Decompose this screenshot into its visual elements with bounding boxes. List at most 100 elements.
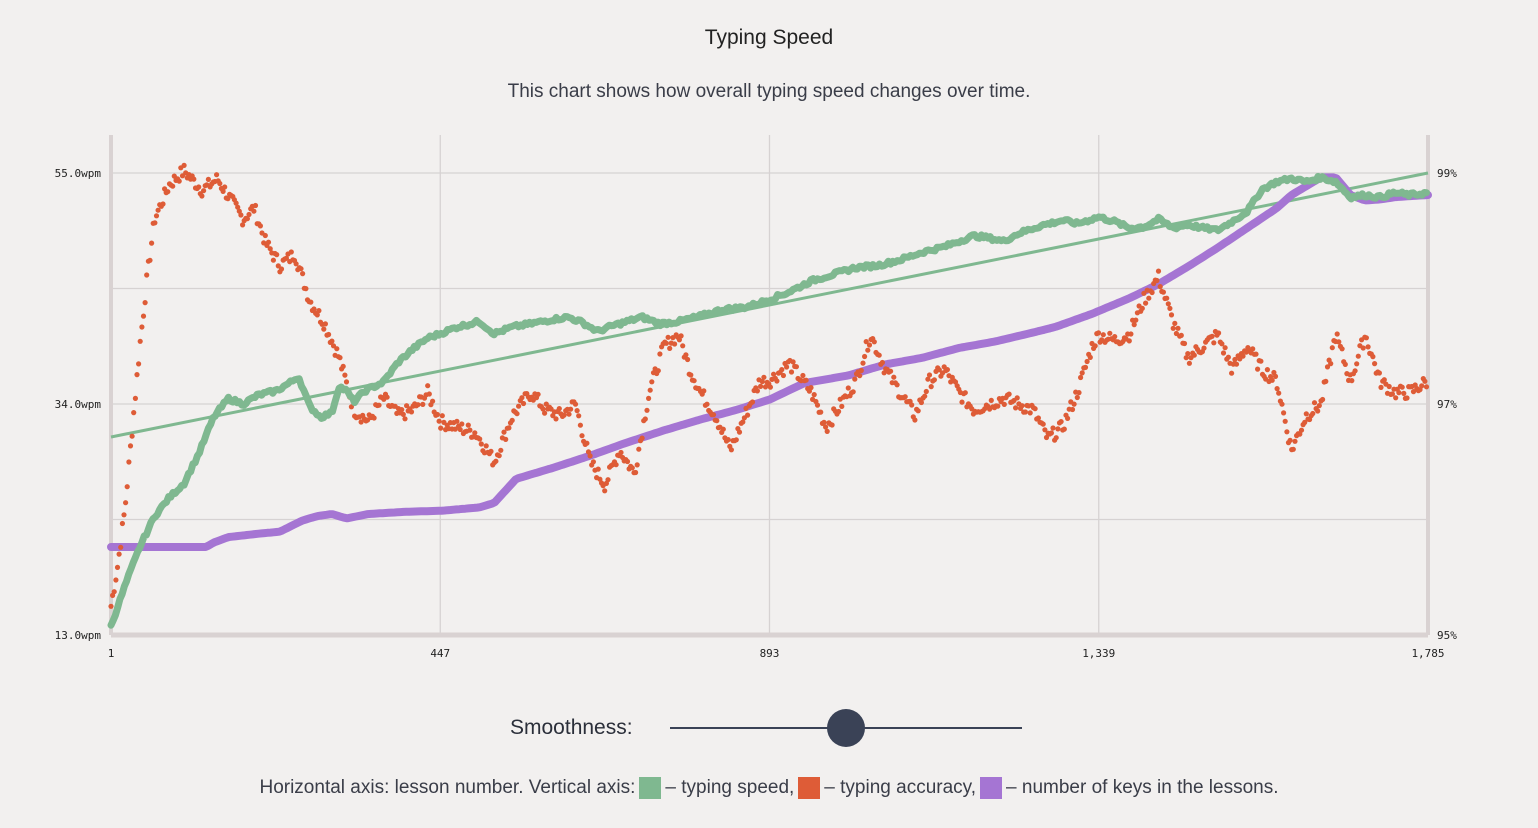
accuracy-point — [1112, 334, 1118, 340]
accuracy-point — [311, 306, 317, 312]
accuracy-point — [225, 196, 231, 202]
accuracy-point — [337, 355, 343, 361]
accuracy-point — [1290, 446, 1296, 452]
accuracy-point — [137, 338, 143, 344]
speed-series-line — [107, 172, 1430, 629]
accuracy-point — [119, 520, 125, 527]
accuracy-point — [1292, 438, 1298, 444]
accuracy-point — [439, 413, 445, 419]
accuracy-point — [1365, 344, 1371, 350]
accuracy-point — [585, 449, 592, 455]
accuracy-point — [477, 436, 483, 442]
accuracy-point — [566, 411, 572, 417]
accuracy-point — [839, 403, 845, 409]
accuracy-point — [852, 376, 858, 382]
accuracy-point — [862, 353, 868, 360]
accuracy-point — [863, 339, 869, 345]
accuracy-point — [824, 428, 830, 434]
accuracy-point — [866, 342, 873, 348]
accuracy-point — [605, 477, 611, 483]
accuracy-point — [865, 347, 871, 353]
accuracy-point — [1006, 391, 1012, 397]
accuracy-point — [1336, 339, 1342, 345]
accuracy-point — [1272, 373, 1279, 379]
accuracy-point — [649, 379, 655, 385]
accuracy-point — [1022, 409, 1028, 415]
accuracy-point — [152, 220, 158, 226]
accuracy-point — [922, 393, 928, 399]
keys-swatch — [980, 777, 1003, 799]
accuracy-point — [1191, 352, 1197, 358]
accuracy-point — [1297, 431, 1303, 437]
accuracy-point — [1422, 378, 1428, 384]
accuracy-point — [121, 512, 127, 518]
accuracy-point — [118, 544, 124, 550]
accuracy-point — [595, 466, 601, 472]
accuracy-point — [931, 377, 938, 383]
accuracy-point — [1164, 295, 1170, 301]
accuracy-point — [683, 352, 689, 358]
accuracy-point — [1269, 377, 1275, 383]
accuracy-point — [1061, 426, 1067, 432]
slider-thumb[interactable] — [827, 709, 865, 747]
accuracy-point — [136, 361, 142, 367]
accuracy-point — [113, 577, 119, 583]
accuracy-point — [425, 383, 431, 389]
accuracy-point — [936, 367, 942, 373]
accuracy-point — [836, 408, 842, 415]
accuracy-point — [1014, 395, 1020, 401]
accuracy-point — [1160, 289, 1166, 295]
accuracy-point — [988, 397, 994, 403]
accuracy-point — [1168, 312, 1175, 318]
accuracy-point — [590, 459, 597, 465]
accuracy-point — [790, 359, 796, 365]
keys-series-line — [107, 173, 1432, 551]
accuracy-point — [740, 419, 746, 425]
accuracy-point — [745, 412, 751, 418]
accuracy-point — [402, 416, 408, 422]
accuracy-point — [633, 469, 639, 476]
accuracy-point — [577, 422, 584, 428]
accuracy-point — [426, 391, 432, 397]
accuracy-point — [655, 368, 661, 374]
accuracy-point — [1071, 401, 1077, 407]
accuracy-point — [1264, 367, 1270, 373]
smoothness-slider[interactable] — [670, 708, 1022, 748]
accuracy-point — [688, 372, 694, 378]
y-right-tick-label: 95% — [1437, 629, 1457, 642]
accuracy-point — [814, 402, 821, 408]
accuracy-point — [303, 286, 309, 292]
accuracy-point — [918, 399, 925, 406]
accuracy-point — [1043, 434, 1050, 441]
accuracy-point — [1324, 364, 1331, 370]
accuracy-point — [278, 266, 285, 272]
accuracy-point — [1355, 353, 1361, 359]
accuracy-point — [1084, 358, 1090, 365]
accuracy-point — [1186, 360, 1192, 366]
accuracy-point — [415, 402, 421, 408]
accuracy-point — [1399, 384, 1405, 390]
accuracy-point — [894, 382, 900, 388]
accuracy-point — [1302, 419, 1308, 425]
accuracy-point — [1423, 384, 1430, 390]
accuracy-point — [1040, 421, 1046, 427]
accuracy-point — [181, 162, 187, 168]
accuracy-point — [1172, 320, 1178, 326]
accuracy-point — [384, 394, 390, 400]
accuracy-point — [823, 424, 829, 430]
accuracy-point — [1311, 400, 1318, 406]
accuracy-point — [142, 300, 148, 306]
accuracy-point — [1053, 435, 1059, 441]
accuracy-point — [1092, 343, 1098, 349]
accuracy-point — [244, 216, 250, 222]
accuracy-point — [1178, 332, 1184, 338]
accuracy-point — [1334, 331, 1340, 337]
accuracy-point — [452, 426, 458, 432]
accuracy-point — [343, 379, 350, 385]
accuracy-point — [1128, 331, 1134, 337]
accuracy-point — [540, 406, 546, 412]
accuracy-point — [196, 184, 202, 190]
accuracy-point — [1363, 335, 1369, 341]
legend: Horizontal axis: lesson number. Vertical… — [0, 777, 1538, 799]
accuracy-point — [556, 406, 562, 412]
